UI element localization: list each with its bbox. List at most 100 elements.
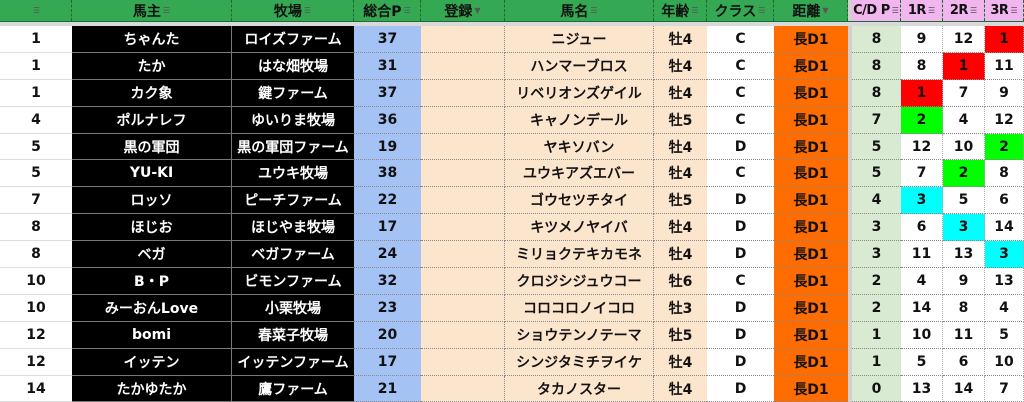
cell-cd-points[interactable]: 2 <box>852 268 901 295</box>
cell-r3[interactable]: 4 <box>985 294 1024 322</box>
cell-horse[interactable]: クロジシジュウコー <box>505 268 654 295</box>
cell-r1[interactable]: 2 <box>901 106 943 134</box>
cell-registration[interactable] <box>421 26 505 53</box>
cell-age[interactable]: 牡4 <box>654 133 707 161</box>
cell-owner[interactable]: ポルナレフ <box>72 106 232 134</box>
cell-rank[interactable]: 7 <box>0 187 72 215</box>
cell-class[interactable]: C <box>707 52 774 80</box>
cell-farm[interactable]: ビモンファーム <box>232 268 354 295</box>
cell-horse[interactable]: タカノスター <box>505 375 654 402</box>
cell-cd-points[interactable]: 1 <box>852 348 901 376</box>
cell-class[interactable]: C <box>707 79 774 107</box>
cell-points[interactable]: 38 <box>354 160 421 188</box>
cell-rank[interactable]: 5 <box>0 133 72 161</box>
cell-registration[interactable] <box>421 348 505 376</box>
cell-registration[interactable] <box>421 294 505 322</box>
filter-icon[interactable]: ☰ <box>891 6 899 15</box>
filter-icon[interactable]: ☰ <box>303 6 312 15</box>
cell-r3[interactable]: 6 <box>985 187 1024 215</box>
cell-cd-points[interactable]: 0 <box>852 375 901 402</box>
cell-owner[interactable]: ちゃんた <box>72 26 232 53</box>
cell-horse[interactable]: ハンマーブロス <box>505 52 654 80</box>
cell-points[interactable]: 21 <box>354 375 421 402</box>
cell-distance[interactable]: 長D1 <box>774 52 848 80</box>
cell-farm[interactable]: ピーチファーム <box>232 187 354 215</box>
cell-horse[interactable]: コロコロノイコロ <box>505 294 654 322</box>
column-header-class[interactable]: クラス ☰ <box>707 0 774 21</box>
cell-registration[interactable] <box>421 241 505 269</box>
cell-r1[interactable]: 12 <box>901 133 943 161</box>
cell-registration[interactable] <box>421 187 505 215</box>
cell-distance[interactable]: 長D1 <box>774 26 848 53</box>
cell-r3[interactable]: 10 <box>985 348 1024 376</box>
cell-points[interactable]: 17 <box>354 214 421 242</box>
cell-registration[interactable] <box>421 321 505 349</box>
filter-active-icon[interactable]: ▼ <box>822 6 829 15</box>
cell-age[interactable]: 牡4 <box>654 375 707 402</box>
cell-registration[interactable] <box>421 106 505 134</box>
cell-registration[interactable] <box>421 52 505 80</box>
cell-horse[interactable]: ヤキソバン <box>505 133 654 161</box>
cell-cd-points[interactable]: 8 <box>852 79 901 107</box>
cell-distance[interactable]: 長D1 <box>774 79 848 107</box>
cell-registration[interactable] <box>421 160 505 188</box>
cell-farm[interactable]: 小栗牧場 <box>232 294 354 322</box>
cell-r3[interactable]: 11 <box>985 52 1024 80</box>
cell-distance[interactable]: 長D1 <box>774 294 848 322</box>
cell-horse[interactable]: ショウテンノテーマ <box>505 321 654 349</box>
cell-horse[interactable]: リベリオンズゲイル <box>505 79 654 107</box>
cell-cd-points[interactable]: 5 <box>852 160 901 188</box>
cell-age[interactable]: 牡6 <box>654 268 707 295</box>
cell-r3[interactable]: 5 <box>985 321 1024 349</box>
cell-r1[interactable]: 11 <box>901 241 943 269</box>
cell-age[interactable]: 牡3 <box>654 294 707 322</box>
cell-horse[interactable]: シンジタミチヲイケ <box>505 348 654 376</box>
cell-owner[interactable]: カク象 <box>72 79 232 107</box>
cell-age[interactable]: 牡5 <box>654 106 707 134</box>
filter-icon[interactable]: ☰ <box>691 6 699 15</box>
cell-age[interactable]: 牡4 <box>654 241 707 269</box>
filter-icon[interactable]: ☰ <box>1010 6 1018 15</box>
cell-registration[interactable] <box>421 375 505 402</box>
cell-farm[interactable]: ベガファーム <box>232 241 354 269</box>
column-header-points[interactable]: 総合P ☰ <box>354 0 421 21</box>
cell-distance[interactable]: 長D1 <box>774 187 848 215</box>
cell-class[interactable]: C <box>707 26 774 53</box>
cell-r1[interactable]: 4 <box>901 268 943 295</box>
filter-active-icon[interactable]: ▼ <box>474 6 481 15</box>
cell-points[interactable]: 36 <box>354 106 421 134</box>
cell-class[interactable]: D <box>707 133 774 161</box>
cell-points[interactable]: 22 <box>354 187 421 215</box>
cell-farm[interactable]: はな畑牧場 <box>232 52 354 80</box>
cell-rank[interactable]: 8 <box>0 241 72 269</box>
cell-class[interactable]: D <box>707 241 774 269</box>
cell-owner[interactable]: たかゆたか <box>72 375 232 402</box>
cell-cd-points[interactable]: 8 <box>852 26 901 53</box>
filter-icon[interactable]: ☰ <box>32 6 41 15</box>
cell-age[interactable]: 牡5 <box>654 321 707 349</box>
cell-rank[interactable]: 8 <box>0 214 72 242</box>
cell-age[interactable]: 牡4 <box>654 348 707 376</box>
cell-registration[interactable] <box>421 79 505 107</box>
cell-rank[interactable]: 10 <box>0 294 72 322</box>
cell-distance[interactable]: 長D1 <box>774 160 848 188</box>
cell-r2[interactable]: 7 <box>943 79 985 107</box>
cell-owner[interactable]: イッテン <box>72 348 232 376</box>
cell-distance[interactable]: 長D1 <box>774 214 848 242</box>
cell-points[interactable]: 24 <box>354 241 421 269</box>
column-header-owner[interactable]: 馬主 ☰ <box>72 0 232 21</box>
cell-horse[interactable]: ゴウセツチタイ <box>505 187 654 215</box>
cell-r1[interactable]: 8 <box>901 52 943 80</box>
cell-class[interactable]: C <box>707 160 774 188</box>
cell-r2[interactable]: 8 <box>943 294 985 322</box>
cell-r3[interactable]: 3 <box>985 241 1024 269</box>
cell-r3[interactable]: 12 <box>985 106 1024 134</box>
cell-owner[interactable]: たか <box>72 52 232 80</box>
cell-registration[interactable] <box>421 133 505 161</box>
cell-r2[interactable]: 11 <box>943 321 985 349</box>
cell-cd-points[interactable]: 3 <box>852 241 901 269</box>
cell-rank[interactable]: 1 <box>0 52 72 80</box>
cell-farm[interactable]: ほじやま牧場 <box>232 214 354 242</box>
cell-class[interactable]: C <box>707 106 774 134</box>
cell-r3[interactable]: 8 <box>985 160 1024 188</box>
